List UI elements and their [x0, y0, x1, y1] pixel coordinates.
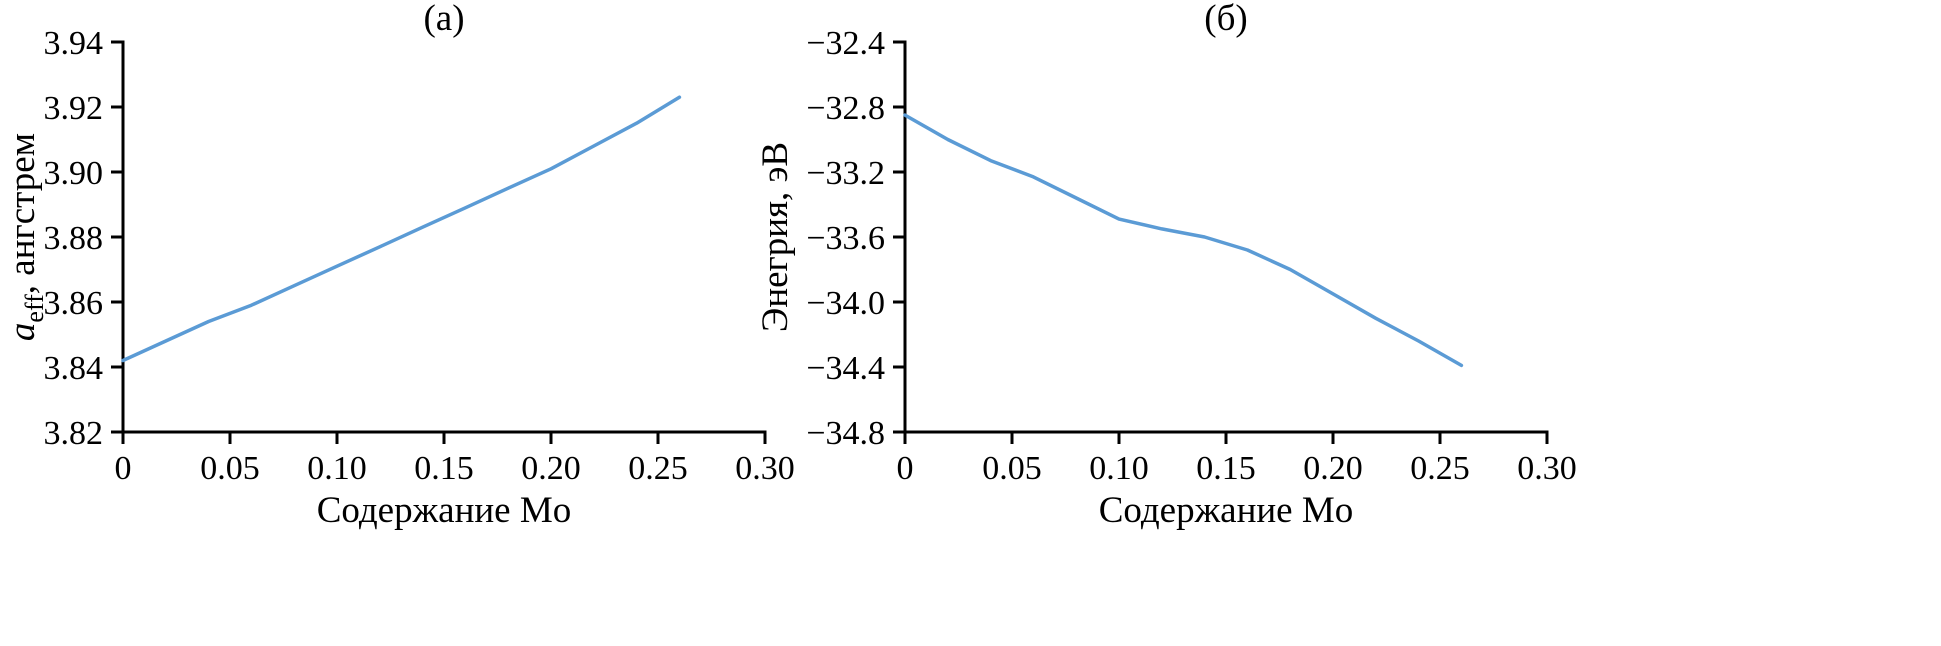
x-tick-label: 0.15	[414, 450, 474, 487]
y-tick-label: 3.84	[44, 350, 104, 387]
panel-title: (а)	[423, 0, 464, 39]
y-tick-label: 3.90	[44, 155, 104, 192]
y-axis-label: Энегрия, эВ	[755, 142, 796, 332]
y-tick-label: −34.0	[806, 285, 885, 322]
data-line	[903, 113, 1464, 368]
panel-title: (б)	[1204, 0, 1247, 39]
y-tick-label: −34.8	[806, 415, 885, 452]
x-axis-label: Содержание Mo	[1099, 490, 1354, 531]
x-tick-label: 0.25	[628, 450, 688, 487]
x-tick-label: 0.30	[735, 450, 795, 487]
y-tick-label: 3.88	[44, 220, 104, 257]
panel-a: 0 0.05 0.10 0.15 0.20 0.25 0.30 3.82 3.84 3.86 3.8…	[2, 0, 795, 531]
axis-spines	[903, 40, 1549, 434]
x-axis-label: Содержание Mo	[317, 490, 572, 531]
y-tick-label: 3.82	[44, 415, 104, 452]
x-tick-label: 0.05	[982, 450, 1042, 487]
x-tick-label: 0.05	[200, 450, 260, 487]
x-tick-label: 0.30	[1517, 450, 1577, 487]
y-tick-label: −34.4	[806, 350, 885, 387]
x-tick-label: 0	[115, 450, 132, 487]
y-tick-label: −32.4	[806, 25, 885, 62]
x-tick-label: 0.15	[1196, 450, 1256, 487]
x-tick-label: 0.10	[307, 450, 367, 487]
x-tick-label: 0.10	[1089, 450, 1149, 487]
y-tick-label: 3.94	[44, 25, 104, 62]
y-tick-label: 3.86	[44, 285, 104, 322]
y-tick-label: −33.2	[806, 155, 885, 192]
axis-spines	[121, 40, 767, 434]
x-tick-label: 0	[897, 450, 914, 487]
y-axis-label: aeff, ангстрем	[2, 133, 49, 341]
x-tick-label: 0.20	[1303, 450, 1363, 487]
x-tick-label: 0.20	[521, 450, 581, 487]
x-tick-label: 0.25	[1410, 450, 1470, 487]
data-line	[121, 95, 682, 363]
y-tick-label: −33.6	[806, 220, 885, 257]
panel-b: 0 0.05 0.10 0.15 0.20 0.25 0.30 −34.8 −34.4 −34.0…	[755, 0, 1577, 531]
y-tick-label: 3.92	[44, 90, 104, 127]
y-tick-label: −32.8	[806, 90, 885, 127]
